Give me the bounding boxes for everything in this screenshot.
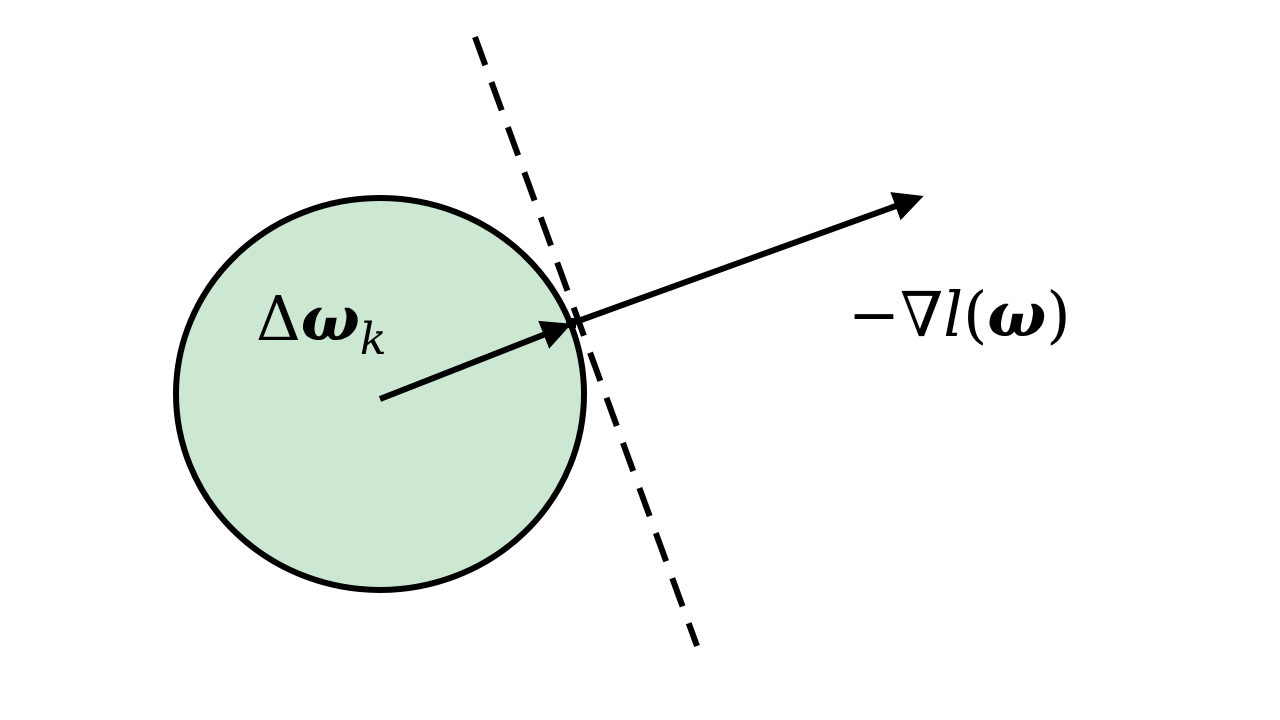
gradient-label-function: l (943, 278, 963, 351)
tangent-point-marker (566, 318, 576, 328)
step-label-subscript: k (360, 314, 387, 365)
gradient-label-open-paren: ( (963, 278, 987, 351)
tangent-dashed-line (472, 35, 700, 648)
step-label-omega: ω (301, 282, 360, 355)
gradient-label-minus: − (848, 278, 900, 351)
gradient-label-close-paren: ) (1046, 278, 1070, 351)
gradient-label-omega: ω (987, 278, 1046, 351)
gradient-label: −∇l(ω) (848, 278, 1071, 351)
step-label: Δωk (256, 282, 387, 365)
step-vector-arrow (378, 320, 572, 402)
gradient-label-nabla: ∇ (900, 278, 943, 351)
step-label-delta: Δ (256, 282, 301, 355)
negative-gradient-arrow (568, 192, 924, 327)
trust-region-circle (173, 195, 587, 593)
